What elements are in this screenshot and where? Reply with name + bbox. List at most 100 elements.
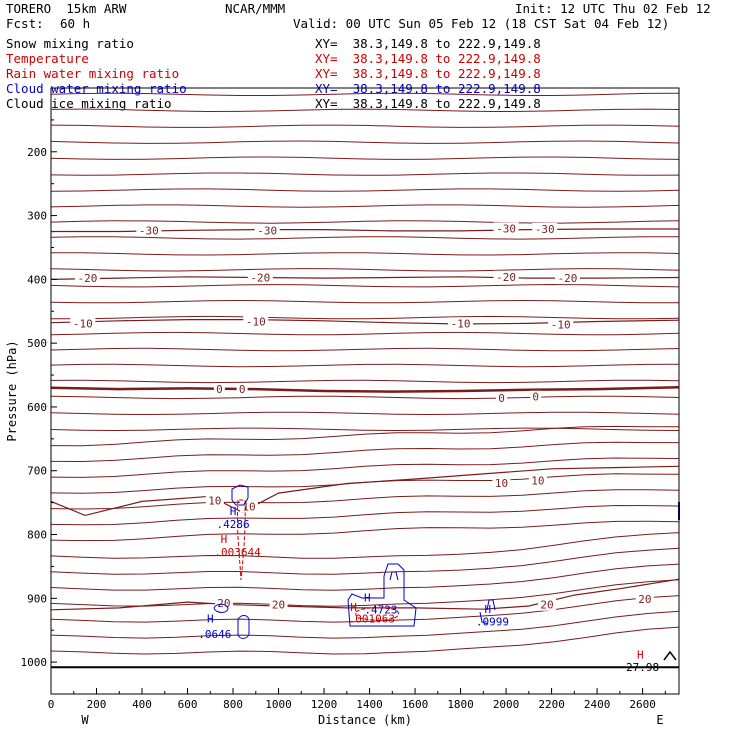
max-annotation: H: [637, 648, 644, 661]
contour-label-bg: [492, 476, 511, 489]
contour-label-bg: [496, 392, 508, 405]
temperature-contour-line: [50, 172, 680, 176]
max-annotation: .4723: [364, 604, 397, 617]
temperature-contour-line: [50, 204, 680, 208]
contour-label: -30: [139, 224, 159, 237]
contour-label-bg: [205, 494, 224, 507]
temperature-contour--20: [50, 276, 680, 280]
temperature-contour--10: [50, 319, 680, 325]
temperature-contour-line: [50, 504, 680, 526]
contour-label-bg: [269, 598, 288, 611]
contour-label: 10: [495, 477, 508, 490]
temperature-contour-line: [50, 220, 680, 224]
temperature-contour-line: [50, 457, 680, 478]
cloud-water-contour: [347, 563, 417, 627]
cloud-water-contour: [479, 611, 489, 625]
temperature-contour-line: [50, 441, 679, 463]
x-tick-label: 1400: [356, 698, 383, 711]
contour-label: -10: [551, 319, 571, 332]
contour-label: -10: [73, 317, 93, 330]
cloud-water-contour: [389, 571, 399, 581]
y-tick-label: 500: [27, 337, 47, 350]
contour-label: 10: [242, 500, 255, 513]
legend-snow-label: Snow mixing ratio: [6, 36, 134, 51]
y-tick-label: 900: [27, 592, 47, 605]
y-tick-label: 400: [27, 273, 47, 286]
temperature-contour-line: [50, 188, 680, 192]
contour-label-bg: [532, 222, 558, 235]
temperature-contour-line: [50, 140, 680, 144]
contour-label: -20: [250, 271, 270, 284]
contour-label: 20: [540, 599, 553, 612]
contour-label: 20: [272, 599, 285, 612]
legend-snow-xy: XY= 38.3,149.8 to 222.9,149.8: [315, 36, 541, 51]
legend-temperature-label: Temperature: [6, 51, 89, 66]
contour-label-bg: [254, 224, 280, 237]
contour-label: -20: [558, 272, 578, 285]
max-annotation: .001063: [349, 613, 395, 626]
temperature-contours: -30 -30 -30 -30 -20 -20 -20 -20 -10 -10 -10 -10 0 0 0 0…: [50, 92, 680, 655]
contour-label-bg: [493, 222, 519, 235]
contour-label-bg: [70, 317, 96, 330]
x-tick-label: 600: [178, 698, 198, 711]
contour-label-bg: [548, 318, 574, 331]
contour-label-bg: [213, 383, 225, 396]
temperature-contour-line: [50, 563, 680, 591]
contour-label: 10: [208, 495, 221, 508]
contour-label: 0: [498, 392, 505, 405]
contour-label-bg: [530, 390, 542, 403]
contour-label: -30: [496, 222, 516, 235]
temperature-contour-line: [50, 299, 679, 304]
temperature-contour-line: [50, 579, 680, 607]
x-tick-label: 1000: [265, 698, 292, 711]
init-time: Init: 12 UTC Thu 02 Feb 12: [515, 1, 711, 16]
model-title: TORERO 15km ARW: [6, 1, 127, 16]
contour-label-bg: [493, 270, 519, 283]
max-annotation: H: [364, 592, 371, 605]
cloud-water-contour: [237, 615, 250, 639]
y-tick-label: 600: [27, 401, 47, 414]
contour-label: -30: [257, 224, 277, 237]
contour-label-bg: [555, 272, 581, 285]
temperature-contour-line: [50, 425, 680, 447]
contour-label: -20: [496, 271, 516, 284]
center-label: NCAR/MMM: [225, 1, 286, 16]
y-tick-label: 200: [27, 146, 47, 159]
temperature-contour-line: [50, 156, 680, 160]
contour-label: 0: [532, 391, 539, 404]
contour-label-bg: [136, 224, 162, 237]
contour-label-bg: [528, 474, 547, 487]
max-annotation: .0646: [198, 628, 231, 641]
contour-label: 0: [216, 383, 223, 396]
y-tick-label: 300: [27, 210, 47, 223]
max-annotation: .003644: [214, 546, 261, 559]
x-tick-label: 1200: [311, 698, 338, 711]
temperature-contour-10: [50, 465, 680, 517]
contour-label-bg: [74, 272, 100, 285]
forecast-hours: 60 h: [60, 16, 91, 31]
x-tick-label: 2000: [493, 698, 520, 711]
y-tick-label: 800: [27, 529, 47, 542]
temperature-contour-line: [50, 532, 680, 559]
contour-label-bg: [635, 592, 654, 605]
contour-label-bg: [214, 596, 233, 609]
cloud-water-contour: [231, 484, 249, 506]
temperature-contour-line: [50, 595, 680, 623]
cloud-water-contour: [213, 603, 229, 613]
plot-frame: [50, 87, 680, 695]
x-tick-label: 0: [48, 698, 55, 711]
contour-label-bg: [247, 271, 273, 284]
temperature-contour-line: [50, 610, 680, 639]
temperature-contour-line: [50, 124, 680, 128]
contour-label: -10: [246, 315, 266, 328]
x-tick-label: 400: [132, 698, 152, 711]
valid-time: Valid: 00 UTC Sun 05 Feb 12 (18 CST Sat …: [293, 16, 670, 31]
contour-label-bg: [236, 383, 248, 396]
legend-rain-label: Rain water mixing ratio: [6, 66, 180, 81]
temperature-contour-line: [50, 489, 680, 510]
temperature-contour-line: [50, 363, 680, 368]
legend-cloud-ice-label: Cloud ice mixing ratio: [6, 96, 172, 111]
cloud-water-contour: [486, 599, 496, 611]
legend-temperature-xy: XY= 38.3,149.8 to 222.9,149.8: [315, 51, 541, 66]
